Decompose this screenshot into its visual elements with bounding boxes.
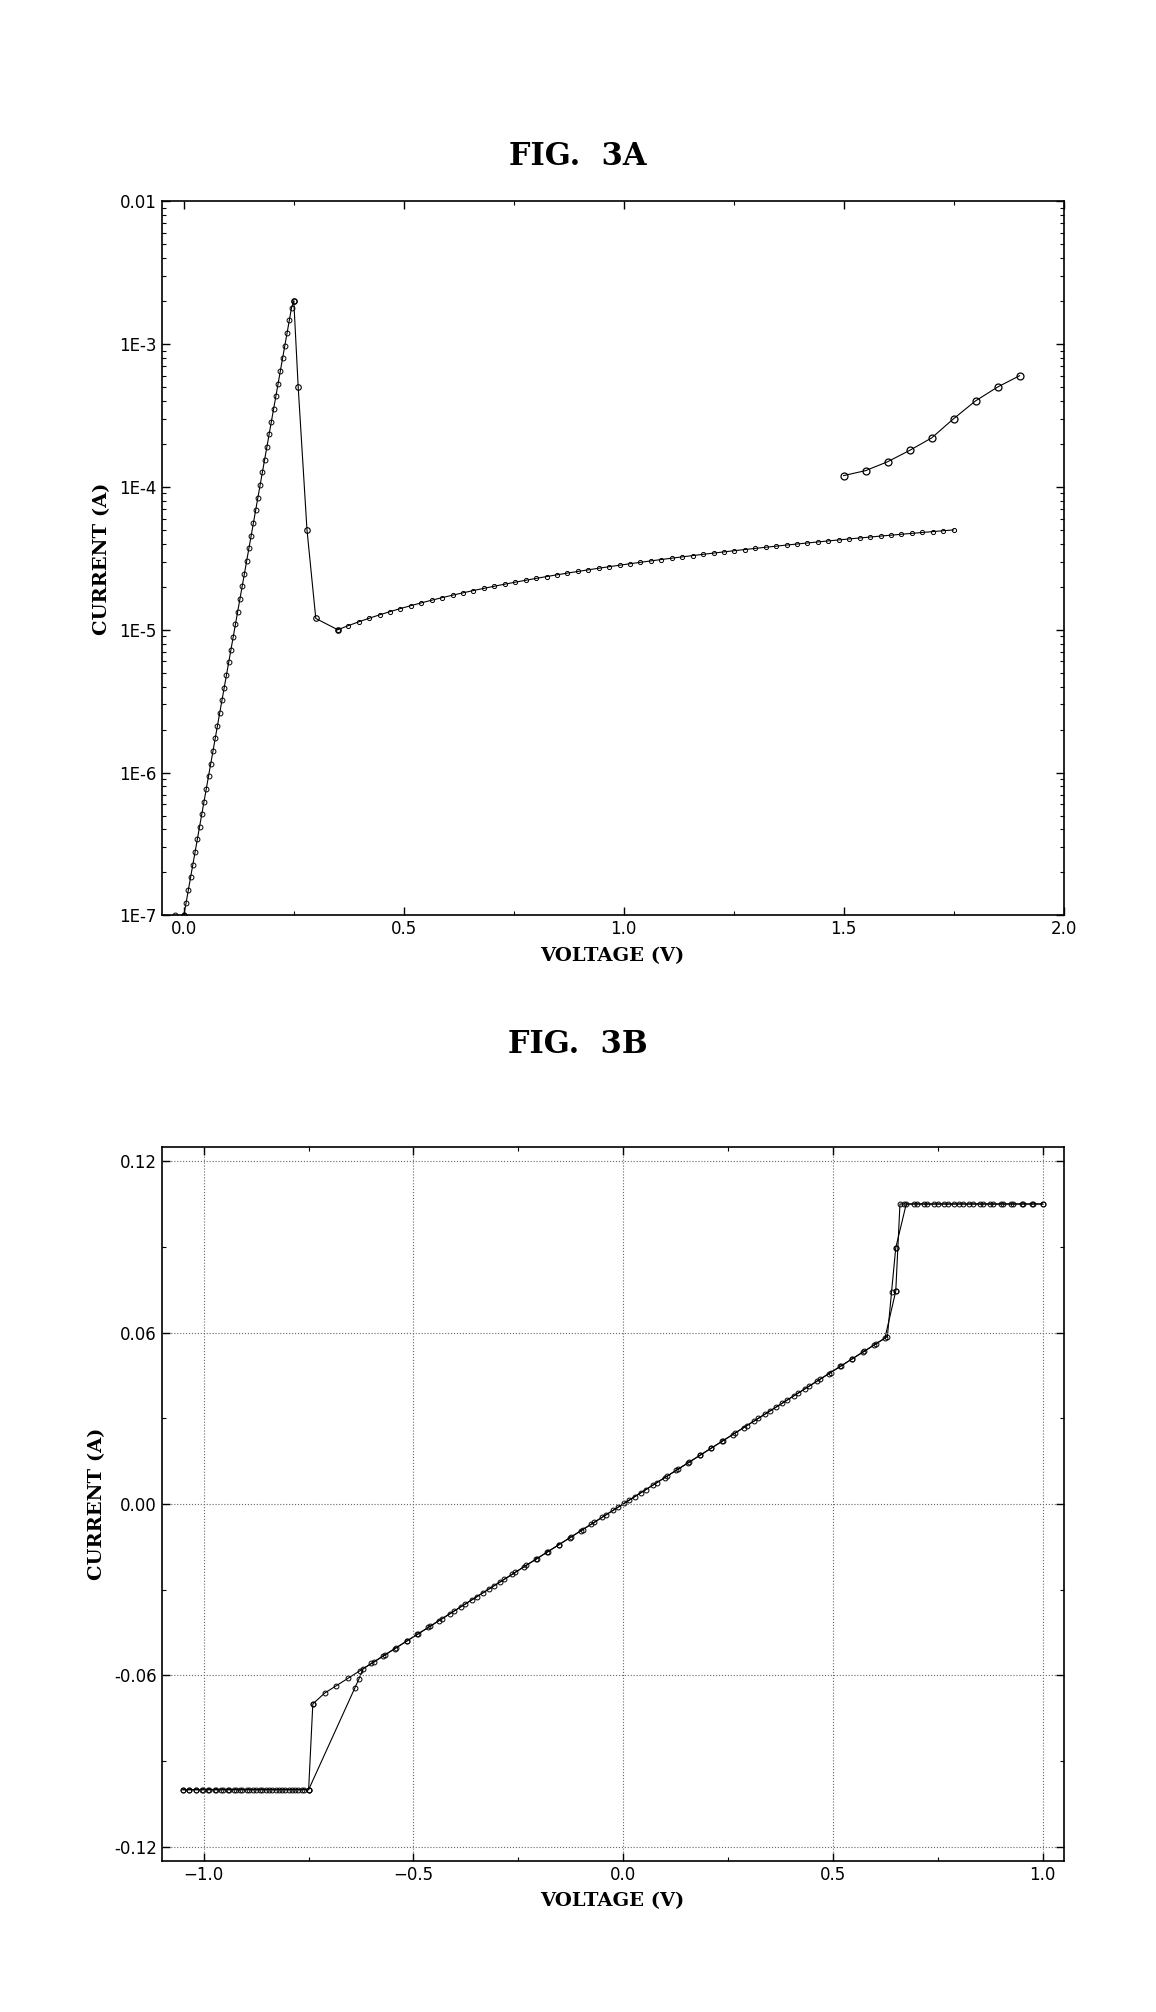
Y-axis label: CURRENT (A): CURRENT (A) — [88, 1429, 105, 1579]
Y-axis label: CURRENT (A): CURRENT (A) — [94, 483, 111, 634]
X-axis label: VOLTAGE (V): VOLTAGE (V) — [541, 948, 684, 964]
Text: FIG.  3B: FIG. 3B — [509, 1028, 647, 1060]
X-axis label: VOLTAGE (V): VOLTAGE (V) — [541, 1893, 684, 1909]
Text: FIG.  3A: FIG. 3A — [510, 141, 646, 173]
